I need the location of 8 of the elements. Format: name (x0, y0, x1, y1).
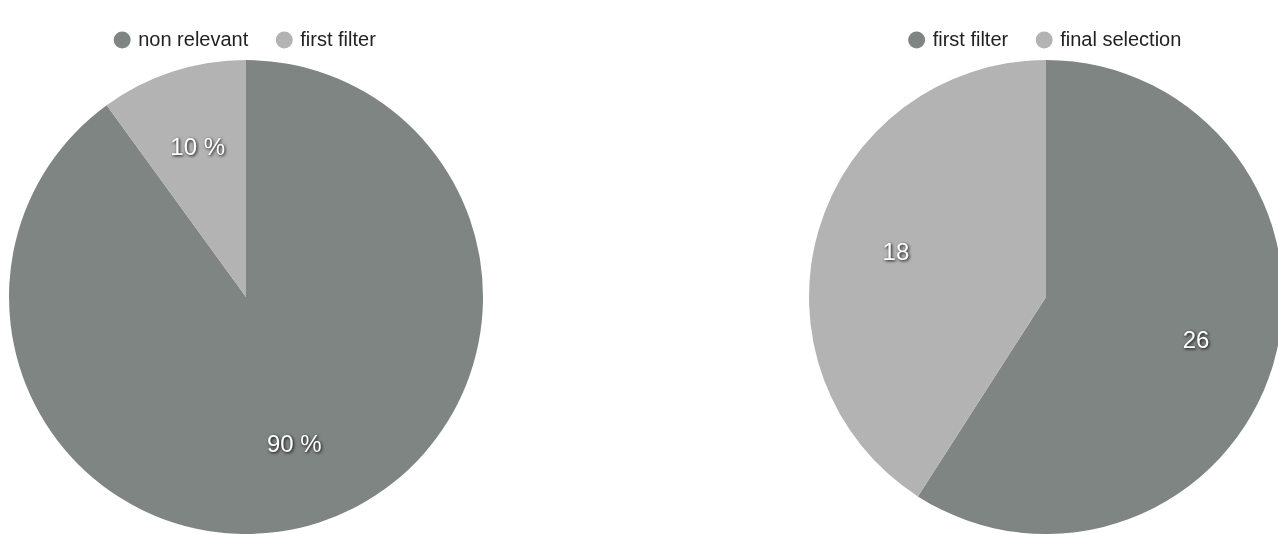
legend-label: first filter (300, 27, 377, 50)
legend-label: non relevant (138, 27, 249, 50)
data-label: 26 (1182, 325, 1210, 353)
data-label: 10 % (170, 132, 226, 160)
legend-label: first filter (932, 27, 1009, 50)
legend-label: final selection (1060, 27, 1182, 50)
data-label: 18 (882, 237, 910, 265)
data-label: 90 % (266, 430, 322, 458)
